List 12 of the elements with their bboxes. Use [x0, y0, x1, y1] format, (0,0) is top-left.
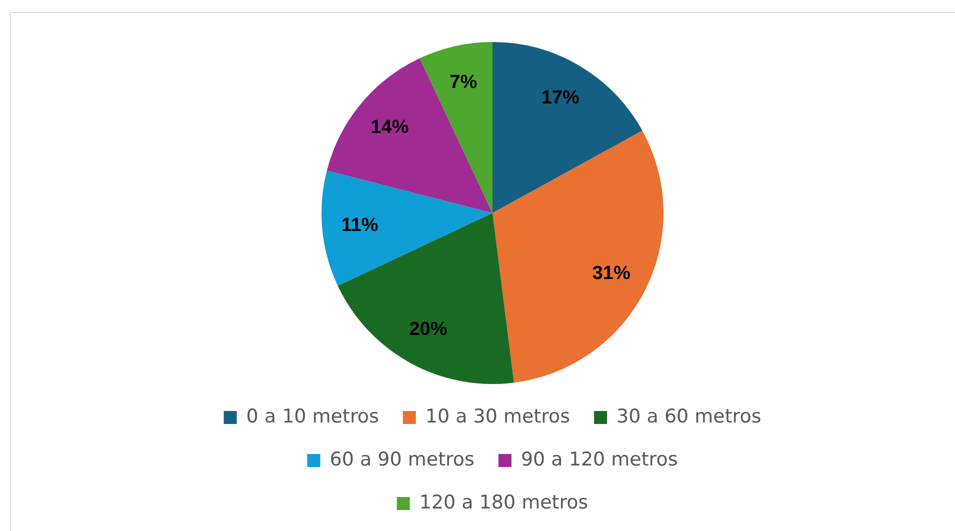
- data-label: 20%: [409, 319, 448, 340]
- legend-label: 60 a 90 metros: [330, 448, 474, 470]
- legend-label: 90 a 120 metros: [520, 448, 678, 470]
- data-label: 31%: [592, 262, 630, 284]
- data-label: 7%: [450, 72, 478, 94]
- legend-label: 30 a 60 metros: [616, 405, 762, 428]
- legend-label: 10 a 30 metros: [425, 405, 570, 428]
- legend-label: 120 a 180 metros: [419, 491, 588, 514]
- data-label: 11%: [341, 214, 378, 236]
- legend-label: 0 a 10 metros: [246, 405, 379, 428]
- data-label: 14%: [370, 117, 409, 138]
- data-label: 17%: [541, 87, 580, 108]
